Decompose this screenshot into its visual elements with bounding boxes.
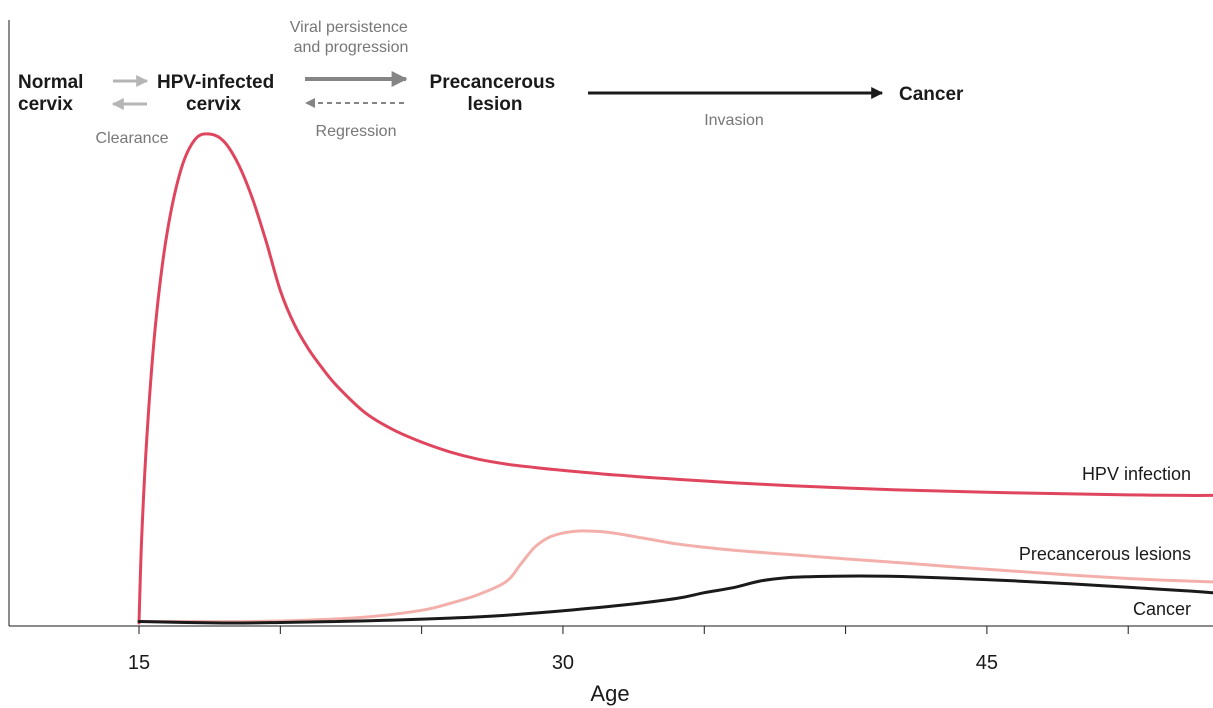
series-label-cancer: Cancer <box>1133 599 1191 619</box>
label-clearance: Clearance <box>96 130 169 147</box>
label-viral-persistence: Viral persistence and progression <box>290 19 412 56</box>
label-invasion: Invasion <box>704 112 764 129</box>
series-line-precancerous-lesions <box>137 529 1213 624</box>
stage-hpv-infected-cervix: HPV-infected cervix <box>157 72 279 115</box>
stage-cancer: Cancer <box>899 84 964 105</box>
series-label-precancerous-lesions: Precancerous lesions <box>1019 544 1191 564</box>
x-tick-label-30: 30 <box>552 652 574 674</box>
series-line-hpv-infection <box>137 132 1213 625</box>
series-label-hpv-infection: HPV infection <box>1082 464 1191 484</box>
series-lines <box>137 132 1213 625</box>
progression-diagram: Normal cervix Clearance HPV-infected cer… <box>18 19 964 147</box>
x-ticks <box>138 626 1129 634</box>
stage-normal-cervix: Normal cervix <box>18 72 89 115</box>
series-line-cancer <box>137 574 1213 625</box>
x-tick-labels: 15 30 45 <box>128 652 998 674</box>
x-axis-label: Age <box>590 681 629 706</box>
x-tick-label-15: 15 <box>128 652 150 674</box>
label-regression: Regression <box>316 123 397 140</box>
x-tick-label-45: 45 <box>976 652 998 674</box>
stage-precancerous-lesion: Precancerous lesion <box>430 72 561 115</box>
